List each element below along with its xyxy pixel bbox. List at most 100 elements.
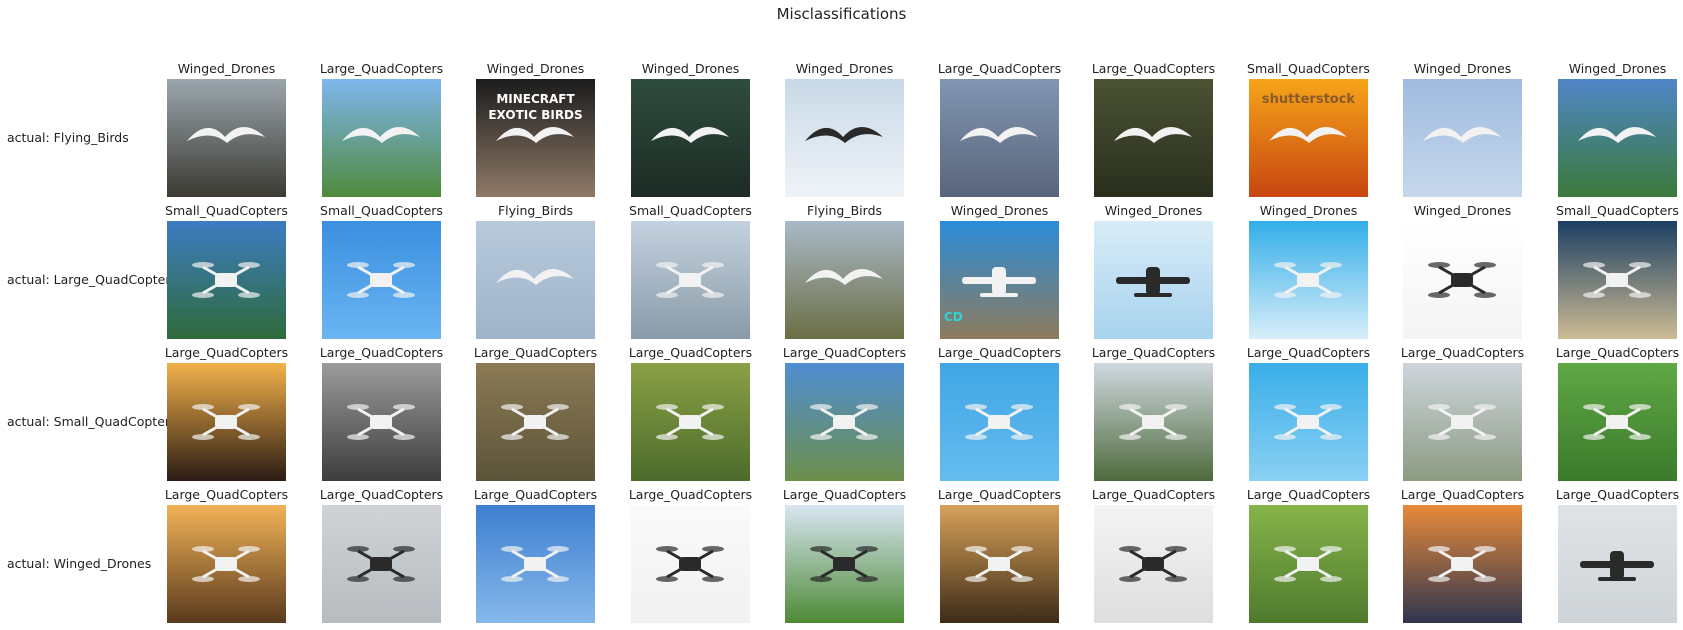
thumbnail-image	[940, 505, 1059, 623]
thumbnail-image	[1403, 79, 1522, 197]
thumbnail-image	[1249, 221, 1368, 339]
quadcopter-icon	[501, 404, 569, 440]
row-actual-label: actual: Large_QuadCopters	[7, 272, 178, 287]
thumbnail-image: shutterstock	[1249, 79, 1368, 197]
thumbnail-image	[1403, 221, 1522, 339]
bird-icon	[187, 127, 265, 143]
predicted-label: Small_QuadCopters	[629, 203, 752, 218]
quadcopter-icon	[1119, 546, 1187, 582]
thumbnail-image	[1558, 221, 1677, 339]
quadcopter-icon	[656, 262, 724, 298]
bird-icon	[1269, 127, 1347, 143]
predicted-label: Large_QuadCopters	[782, 345, 907, 360]
quadcopter-icon	[1583, 404, 1651, 440]
thumbnail-image	[322, 79, 441, 197]
quadcopter-icon	[1119, 404, 1187, 440]
thumbnail-image	[785, 505, 904, 623]
thumbnail-image	[1558, 505, 1677, 623]
predicted-label: Large_QuadCopters	[319, 345, 444, 360]
thumbnail-image	[631, 221, 750, 339]
predicted-label: Small_QuadCopters	[1556, 203, 1679, 218]
image-overlay-text: MINECRAFT	[496, 92, 575, 106]
thumbnail-image	[167, 221, 286, 339]
thumbnail-image	[322, 505, 441, 623]
predicted-label: Large_QuadCopters	[1400, 487, 1525, 502]
thumbnail-image	[785, 363, 904, 481]
predicted-label: Winged_Drones	[1568, 61, 1667, 76]
predicted-label: Winged_Drones	[795, 61, 894, 76]
predicted-label: Large_QuadCopters	[473, 487, 598, 502]
predicted-label: Large_QuadCopters	[164, 487, 289, 502]
quadcopter-icon	[1274, 404, 1342, 440]
quadcopter-icon	[1428, 404, 1496, 440]
thumbnail-image	[167, 79, 286, 197]
predicted-label: Large_QuadCopters	[937, 61, 1062, 76]
thumbnail-image	[1403, 505, 1522, 623]
predicted-label: Winged_Drones	[1259, 203, 1358, 218]
thumbnail-image	[167, 363, 286, 481]
quadcopter-icon	[347, 546, 415, 582]
thumbnail-image	[1403, 363, 1522, 481]
thumbnail-image	[1094, 79, 1213, 197]
thumbnail-image	[476, 505, 595, 623]
predicted-label: Large_QuadCopters	[1091, 345, 1216, 360]
winged-drone-icon	[1580, 551, 1654, 581]
image-overlay-text: EXOTIC BIRDS	[488, 108, 582, 122]
predicted-label: Large_QuadCopters	[1555, 345, 1680, 360]
predicted-label: Flying_Birds	[497, 203, 574, 218]
quadcopter-icon	[347, 404, 415, 440]
bird-icon	[1114, 127, 1192, 143]
thumbnail-image	[476, 363, 595, 481]
thumbnail-image	[167, 505, 286, 623]
thumbnail-image	[322, 363, 441, 481]
quadcopter-icon	[347, 262, 415, 298]
predicted-label: Large_QuadCopters	[937, 345, 1062, 360]
predicted-label: Large_QuadCopters	[628, 487, 753, 502]
thumbnail-image	[631, 79, 750, 197]
image-overlay-text: CD	[944, 310, 963, 324]
predicted-label: Large_QuadCopters	[937, 487, 1062, 502]
bird-icon	[1423, 127, 1501, 143]
row-actual-label: actual: Small_QuadCopters	[7, 414, 177, 429]
thumbnail-image	[940, 363, 1059, 481]
predicted-label: Large_QuadCopters	[1091, 61, 1216, 76]
row-actual-label: actual: Flying_Birds	[7, 130, 129, 145]
predicted-label: Large_QuadCopters	[1246, 487, 1371, 502]
thumbnail-image	[1094, 505, 1213, 623]
thumbnail-image	[940, 79, 1059, 197]
predicted-label: Large_QuadCopters	[319, 61, 444, 76]
thumbnail-image: MINECRAFT EXOTIC BIRDS	[476, 79, 595, 197]
quadcopter-icon	[192, 262, 260, 298]
quadcopter-icon	[656, 404, 724, 440]
predicted-label: Small_QuadCopters	[320, 203, 443, 218]
predicted-label: Large_QuadCopters	[628, 345, 753, 360]
thumbnail-image	[322, 221, 441, 339]
thumbnail-image	[1249, 505, 1368, 623]
quadcopter-icon	[656, 546, 724, 582]
predicted-label: Winged_Drones	[486, 61, 585, 76]
bird-icon	[805, 269, 883, 285]
quadcopter-icon	[192, 404, 260, 440]
image-overlay-text: shutterstock	[1262, 92, 1355, 107]
figure-title: Misclassifications	[776, 5, 907, 23]
thumbnail-image	[1094, 363, 1213, 481]
quadcopter-icon	[1274, 262, 1342, 298]
thumbnail-image	[785, 221, 904, 339]
bird-icon	[1578, 127, 1656, 143]
quadcopter-icon	[810, 546, 878, 582]
quadcopter-icon	[501, 546, 569, 582]
thumbnail-image	[476, 221, 595, 339]
thumbnail-image	[631, 363, 750, 481]
predicted-label: Winged_Drones	[641, 61, 740, 76]
bird-icon	[496, 269, 574, 285]
quadcopter-icon	[1274, 546, 1342, 582]
thumbnail-image	[1249, 363, 1368, 481]
thumbnail-image	[631, 505, 750, 623]
predicted-label: Large_QuadCopters	[1400, 345, 1525, 360]
predicted-label: Large_QuadCopters	[164, 345, 289, 360]
predicted-label: Large_QuadCopters	[1091, 487, 1216, 502]
quadcopter-icon	[965, 404, 1033, 440]
quadcopter-icon	[1583, 262, 1651, 298]
bird-icon	[960, 127, 1038, 143]
predicted-label: Large_QuadCopters	[1555, 487, 1680, 502]
